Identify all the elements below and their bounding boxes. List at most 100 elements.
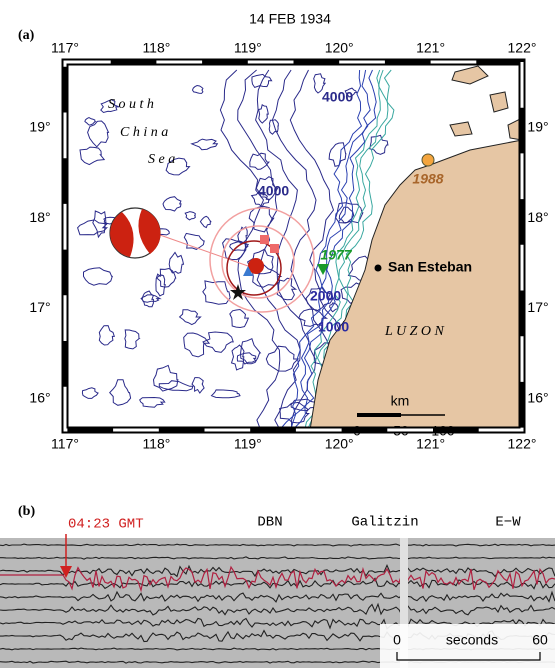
contour (190, 138, 219, 151)
scale-box (380, 624, 555, 668)
contour (109, 379, 132, 406)
lat-label: 16° (29, 389, 50, 405)
lon-label: 121° (416, 436, 445, 452)
contour (139, 396, 166, 408)
contour (279, 69, 363, 431)
contour (100, 99, 120, 114)
contour (329, 302, 339, 313)
lon-label: 120° (325, 436, 354, 452)
lat-label: 19° (29, 119, 50, 135)
contour (251, 263, 283, 288)
trace (0, 563, 555, 578)
contour (168, 251, 185, 274)
epicenter-triangle (243, 266, 253, 276)
station-label: DBN (257, 515, 282, 531)
sea-label: S e a (148, 152, 175, 167)
instrument-label: Galitzin (351, 515, 418, 531)
contour (304, 69, 381, 431)
island (449, 121, 473, 137)
trace (0, 602, 555, 617)
map-axes: 117° 117° 118° 118° 119° 119° 120° 120° 121° 121°… (29, 40, 548, 452)
contour (202, 280, 231, 305)
contour (178, 309, 202, 326)
lon-label: 117° (51, 436, 79, 452)
panel-label: (a) (18, 28, 35, 43)
contour (246, 248, 274, 275)
contour (369, 134, 389, 155)
lon-label: 122° (508, 40, 537, 56)
contour (344, 87, 358, 98)
lon-label: 117° (51, 40, 79, 56)
contour (249, 152, 270, 170)
contour (230, 344, 245, 371)
lat-label: 18° (527, 209, 548, 225)
scale-bar (357, 413, 401, 417)
land (309, 139, 523, 431)
epicenter-square (260, 235, 269, 244)
contour (81, 387, 99, 399)
contour (98, 325, 115, 346)
focal-mechanism (109, 207, 161, 259)
contour (183, 332, 211, 358)
contour-label: 4000 (322, 89, 353, 105)
contour (84, 117, 97, 126)
scale-unit: km (391, 393, 410, 409)
contour (219, 69, 281, 431)
lon-label: 121° (416, 40, 445, 56)
contour (237, 69, 301, 431)
contour (248, 205, 275, 233)
trace-highlight (0, 565, 555, 593)
contour (199, 215, 212, 229)
scale-bar (396, 652, 541, 661)
scale-tick-label: 60 (532, 632, 548, 648)
trace (0, 617, 555, 630)
lat-label: 18° (29, 209, 50, 225)
trace (0, 556, 555, 560)
contour (290, 69, 371, 431)
onset-arrow (60, 566, 72, 578)
trace (0, 590, 555, 603)
time-label: 04:23 GMT (68, 517, 144, 533)
epicenter-star (230, 284, 246, 300)
map: S o u t h C h i n a S e a 4000 4000 2000… (61, 58, 526, 439)
contour (276, 277, 298, 301)
scale-unit: seconds (446, 632, 498, 648)
contour (229, 308, 250, 329)
map-frame (63, 60, 524, 432)
epicenter-square (270, 244, 279, 253)
contour (258, 104, 269, 124)
contour (87, 120, 110, 148)
contour (298, 308, 329, 327)
lat-label: 17° (527, 299, 548, 315)
lat-label: 17° (29, 299, 50, 315)
error-ellipse (226, 240, 282, 296)
contour (191, 84, 204, 94)
lon-label: 118° (142, 40, 170, 56)
lon-label: 122° (508, 436, 537, 452)
panel-label: (b) (18, 504, 35, 519)
contour (237, 226, 248, 244)
town-marker (374, 264, 382, 272)
paper-seam (400, 538, 408, 668)
contour (77, 219, 109, 236)
contour (240, 338, 262, 365)
contour (251, 73, 273, 89)
contour (236, 352, 257, 365)
sea-label: C h i n a (120, 125, 168, 140)
lon-label: 119° (234, 436, 262, 452)
event-label: 1977 (320, 247, 352, 263)
contour (155, 267, 177, 288)
contour (158, 380, 194, 392)
epicenter (248, 258, 264, 274)
contour (210, 389, 241, 399)
event-1977 (317, 264, 329, 275)
sea-label: S o u t h (108, 97, 154, 112)
contour-label: 2000 (310, 288, 341, 304)
lat-label: 16° (527, 389, 548, 405)
contour (162, 196, 182, 212)
contour (83, 267, 113, 286)
contour (165, 157, 191, 176)
town-label: San Esteban (388, 259, 472, 275)
contour (140, 294, 162, 303)
